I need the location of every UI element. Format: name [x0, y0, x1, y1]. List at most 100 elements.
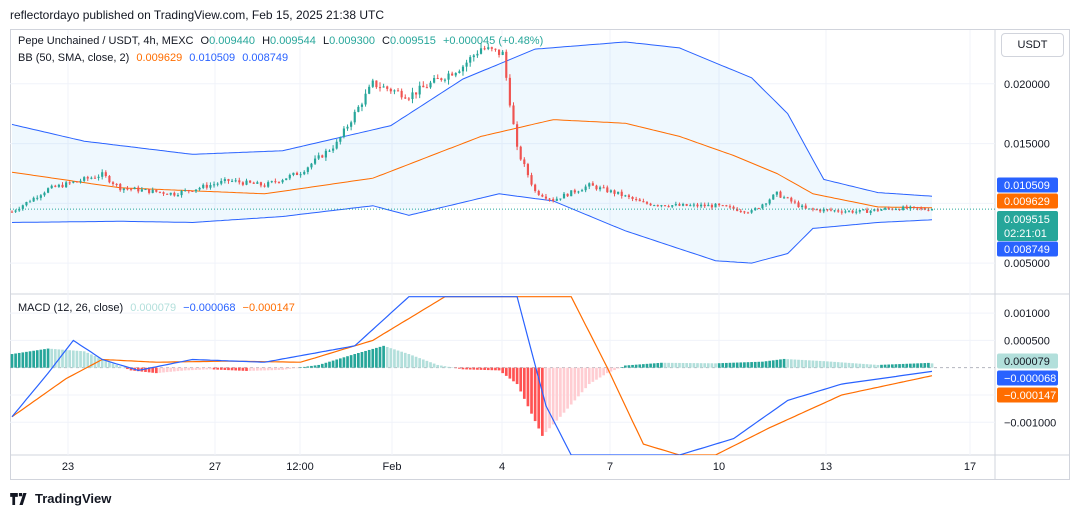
- macd-tick-label: 0.001000: [1004, 308, 1050, 320]
- candle-body: [671, 205, 674, 207]
- candle-body: [534, 184, 537, 191]
- macd-histogram-bar: [840, 362, 844, 368]
- candle-body: [739, 210, 742, 212]
- candle-body: [494, 48, 497, 50]
- bb-upper-line: [11, 41, 933, 197]
- candle-body: [804, 205, 807, 209]
- macd-histogram-bar: [660, 362, 663, 368]
- macd-histogram-bar: [551, 367, 555, 425]
- macd-histogram-bar: [692, 363, 696, 368]
- candle-body: [862, 209, 865, 211]
- candle-body: [306, 167, 309, 172]
- macd-histogram-bar: [302, 366, 306, 368]
- macd-histogram-bar: [21, 352, 25, 368]
- candle-body: [223, 179, 226, 181]
- macd-histogram-bar: [50, 348, 54, 368]
- macd-histogram-bar: [71, 350, 75, 368]
- bb-lower-tag-bg: [997, 241, 1058, 257]
- candle-body: [25, 201, 28, 206]
- macd-line: [11, 296, 933, 455]
- bb-basis-tag-bg: [997, 193, 1058, 209]
- macd-histogram-bar: [775, 359, 779, 368]
- candle-body: [620, 191, 623, 196]
- candle-body: [433, 78, 436, 83]
- close-price-tag-bg: [997, 211, 1058, 241]
- candle-body: [909, 206, 912, 209]
- candle-body: [754, 208, 757, 211]
- candle-body: [404, 97, 407, 99]
- macd-signal-value: −0.000147: [242, 302, 295, 314]
- macd-tick-label: −0.001000: [1004, 417, 1056, 429]
- candle-body: [155, 189, 158, 192]
- candle-body: [710, 204, 713, 208]
- macd-histogram-bar: [667, 362, 670, 368]
- macd-histogram-bar: [165, 367, 169, 373]
- candle-body: [389, 88, 392, 92]
- macd-histogram-bar: [223, 367, 227, 370]
- candle-body: [281, 180, 284, 183]
- candle-body: [570, 190, 573, 197]
- candle-body: [202, 184, 205, 188]
- candle-body: [678, 204, 681, 206]
- candle-body: [793, 201, 796, 203]
- macd-histogram-bar: [97, 357, 100, 368]
- macd-histogram-bar: [118, 366, 122, 368]
- candle-body: [68, 182, 71, 184]
- candle-body: [458, 71, 461, 74]
- macd-histogram-bar: [490, 367, 494, 371]
- macd-histogram-bar: [176, 367, 180, 372]
- candle-body: [104, 172, 107, 177]
- currency-button[interactable]: USDT: [1001, 33, 1064, 57]
- macd-histogram-bar: [234, 367, 238, 371]
- candle-body: [400, 90, 403, 98]
- candle-body: [212, 184, 216, 186]
- macd-title[interactable]: MACD (12, 26, close): [18, 302, 124, 314]
- macd-histogram-bar: [649, 363, 652, 368]
- macd-histogram-bar: [898, 364, 901, 368]
- macd-histogram-bar: [162, 367, 165, 373]
- bb-title[interactable]: BB (50, SMA, close, 2): [18, 52, 130, 64]
- macd-histogram-bar: [735, 362, 739, 368]
- candle-body: [277, 181, 281, 183]
- candle-body: [732, 206, 735, 209]
- candle-body: [386, 86, 389, 89]
- candle-body: [93, 177, 97, 179]
- bb-lower-line: [11, 193, 933, 264]
- macd-histogram-bar: [439, 365, 443, 368]
- macd-histogram-bar: [461, 367, 465, 370]
- time-tick-label: 10: [713, 461, 725, 473]
- candle-body: [227, 179, 230, 181]
- candle-body: [303, 171, 306, 175]
- macd-histogram-bar: [566, 367, 569, 409]
- candle-body: [61, 184, 64, 188]
- macd-histogram-bar: [411, 355, 414, 368]
- macd-histogram-bar: [901, 363, 905, 368]
- candle-body: [880, 209, 883, 211]
- macd-histogram-bar: [429, 362, 432, 368]
- candle-body: [505, 51, 508, 78]
- macd-histogram-bar: [494, 367, 497, 371]
- candle-body: [855, 211, 858, 213]
- macd-histogram-bar: [447, 366, 450, 368]
- candle-body: [238, 180, 241, 183]
- candle-body: [173, 192, 176, 196]
- macd-histogram-bar: [555, 367, 559, 421]
- macd-histogram-bar: [562, 367, 566, 413]
- macd-histogram-bar: [418, 358, 422, 368]
- candle-body: [353, 111, 356, 123]
- macd-histogram-bar: [894, 364, 898, 368]
- time-tick-label: 17: [964, 461, 976, 473]
- symbol-title[interactable]: Pepe Unchained / USDT, 4h, MEXC: [18, 35, 194, 47]
- macd-histogram-bar: [927, 362, 930, 368]
- candle-body: [216, 183, 219, 185]
- candle-body: [815, 209, 818, 211]
- candle-body: [249, 180, 252, 183]
- candle-body: [339, 137, 342, 142]
- macd-histogram-bar: [35, 350, 39, 368]
- macd-histogram-bar: [768, 360, 771, 368]
- macd-histogram-bar: [263, 367, 266, 371]
- candle-body: [552, 199, 555, 201]
- close-price-text: 0.009515: [1004, 214, 1050, 226]
- close-value: 0.009515: [390, 35, 436, 47]
